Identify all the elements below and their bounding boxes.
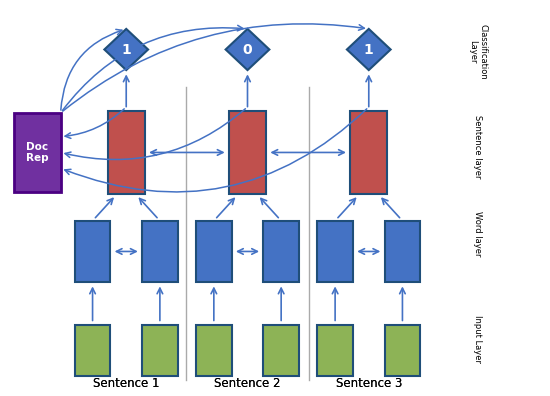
Text: Sentence 2: Sentence 2	[214, 377, 280, 390]
FancyBboxPatch shape	[108, 111, 145, 194]
Text: Sentence 3: Sentence 3	[336, 377, 402, 390]
FancyBboxPatch shape	[196, 221, 232, 282]
FancyBboxPatch shape	[384, 221, 420, 282]
FancyBboxPatch shape	[384, 325, 420, 376]
FancyBboxPatch shape	[196, 325, 232, 376]
FancyBboxPatch shape	[317, 325, 353, 376]
Text: Input Layer: Input Layer	[473, 314, 482, 363]
Text: Sentence 2: Sentence 2	[214, 377, 280, 390]
Polygon shape	[226, 29, 270, 70]
FancyBboxPatch shape	[75, 221, 111, 282]
Text: 1: 1	[122, 42, 131, 57]
FancyBboxPatch shape	[317, 221, 353, 282]
FancyBboxPatch shape	[142, 221, 178, 282]
FancyBboxPatch shape	[350, 111, 387, 194]
FancyBboxPatch shape	[75, 325, 111, 376]
FancyBboxPatch shape	[263, 325, 299, 376]
Text: Doc
Rep: Doc Rep	[26, 142, 48, 163]
Text: Sentence 1: Sentence 1	[93, 377, 160, 390]
FancyBboxPatch shape	[142, 325, 178, 376]
Text: 0: 0	[243, 42, 252, 57]
Text: 1: 1	[364, 42, 373, 57]
FancyBboxPatch shape	[14, 113, 60, 192]
FancyBboxPatch shape	[229, 111, 266, 194]
Text: Word layer: Word layer	[473, 211, 482, 256]
Text: Sentence 3: Sentence 3	[336, 377, 402, 390]
FancyBboxPatch shape	[263, 221, 299, 282]
Text: Sentence 1: Sentence 1	[93, 377, 160, 390]
Text: Classification
Layer: Classification Layer	[468, 24, 487, 79]
Polygon shape	[104, 29, 148, 70]
Polygon shape	[347, 29, 390, 70]
Text: Sentence layer: Sentence layer	[473, 115, 482, 178]
